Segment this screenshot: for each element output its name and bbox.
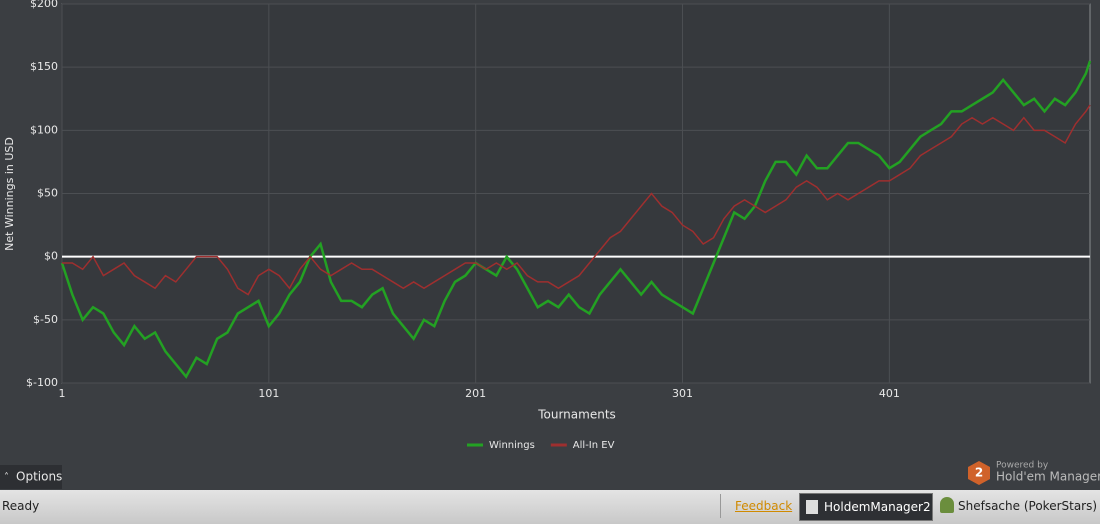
y-axis-label: Net Winnings in USD [3, 137, 16, 251]
app-icon [806, 500, 818, 514]
app-name: HoldemManager2 [824, 500, 931, 514]
y-tick-label: $0 [44, 250, 58, 263]
x-tick-label: 101 [258, 387, 279, 400]
x-tick-label: 401 [879, 387, 900, 400]
y-tick-label: $150 [30, 60, 58, 73]
status-bar: Ready Feedback HoldemManager2 Shefsache … [0, 490, 1100, 524]
powered-by: Powered by [996, 461, 1049, 471]
user-icon [940, 497, 954, 513]
brand: Hold'em Manager [996, 470, 1100, 484]
legend-label: All-In EV [573, 440, 615, 451]
user-name[interactable]: Shefsache (PokerStars) [958, 499, 1098, 513]
y-tick-label: $-50 [33, 313, 58, 326]
options-tab[interactable] [0, 465, 62, 489]
y-tick-label: $50 [37, 187, 58, 200]
separator [720, 494, 721, 518]
hm-logo-text: 2 [975, 466, 983, 480]
app-button[interactable]: HoldemManager2 [799, 493, 933, 521]
x-axis-label: Tournaments [537, 408, 616, 422]
feedback-link[interactable]: Feedback [735, 499, 793, 513]
x-tick-label: 1 [59, 387, 66, 400]
x-tick-label: 201 [465, 387, 486, 400]
series-line [62, 104, 1091, 296]
y-tick-label: $100 [30, 123, 58, 136]
x-tick-label: 301 [672, 387, 693, 400]
chart: Net Winnings in USD Tournaments ˄ Option… [0, 0, 1100, 490]
legend-label: Winnings [489, 440, 535, 451]
hm-logo [968, 461, 990, 485]
y-tick-label: $-100 [26, 376, 58, 389]
options-label[interactable]: Options [16, 470, 62, 484]
status-text: Ready [2, 499, 40, 513]
options-arrow: ˄ [4, 471, 9, 483]
series-line [60, 60, 1092, 379]
y-tick-label: $200 [30, 0, 58, 10]
